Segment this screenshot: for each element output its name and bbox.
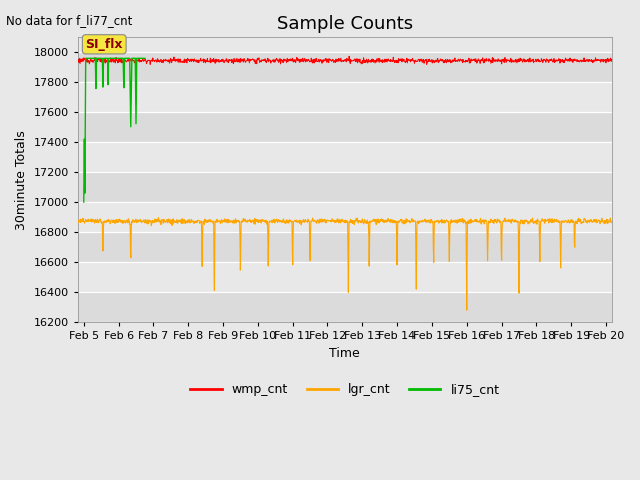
Text: SI_flx: SI_flx	[86, 38, 123, 51]
Text: No data for f_li77_cnt: No data for f_li77_cnt	[6, 14, 132, 27]
Bar	[78, 172, 612, 202]
Bar	[78, 52, 612, 82]
Bar	[78, 232, 612, 262]
Bar	[78, 112, 612, 142]
Legend: wmp_cnt, lgr_cnt, li75_cnt: wmp_cnt, lgr_cnt, li75_cnt	[186, 378, 504, 401]
Title: Sample Counts: Sample Counts	[276, 15, 413, 33]
Bar	[78, 292, 612, 322]
X-axis label: Time: Time	[330, 347, 360, 360]
Y-axis label: 30minute Totals: 30minute Totals	[15, 130, 28, 229]
